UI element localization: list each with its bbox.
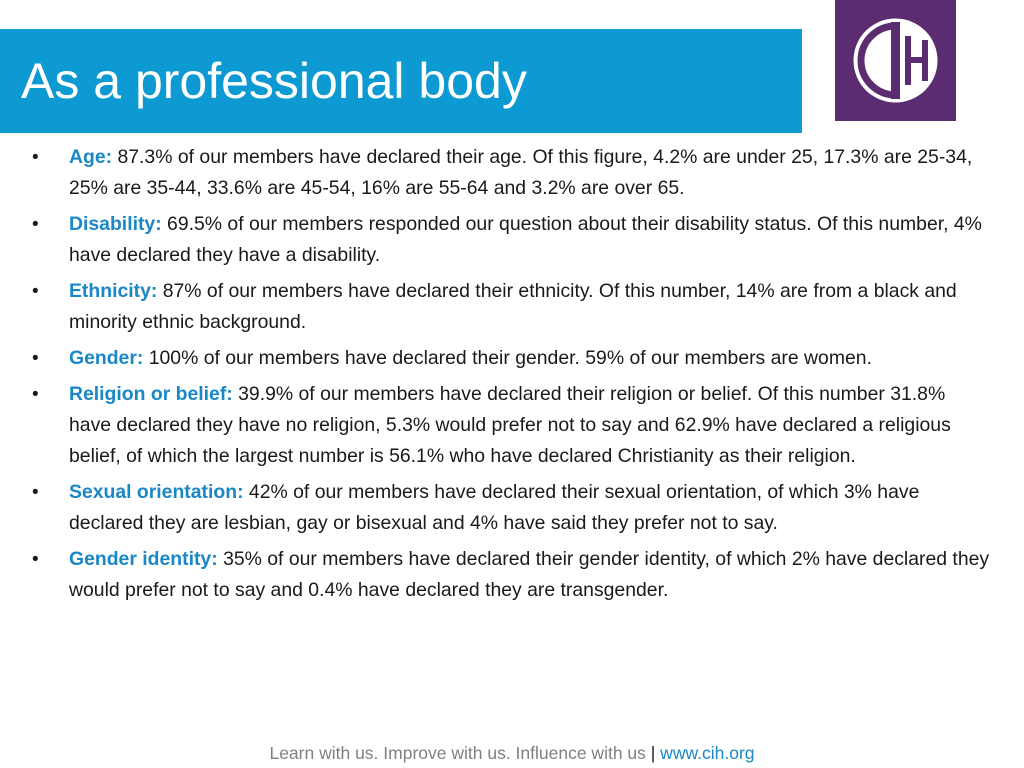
item-label: Gender identity:: [69, 548, 218, 570]
list-item-gender-identity: • Gender identity: 35% of our members hav…: [32, 544, 992, 606]
item-label: Ethnicity:: [69, 280, 158, 302]
item-label: Religion or belief:: [69, 383, 233, 405]
list-item-sexual-orientation: • Sexual orientation: 42% of our members …: [32, 477, 992, 539]
page-title: As a professional body: [21, 53, 527, 109]
list-item-ethnicity: • Ethnicity: 87% of our members have decl…: [32, 276, 992, 338]
list-item-disability: • Disability: 69.5% of our members respon…: [32, 209, 992, 271]
bullet-icon: •: [32, 549, 39, 570]
bullet-list: • Age: 87.3% of our members have declared…: [32, 142, 992, 606]
item-label: Sexual orientation:: [69, 481, 244, 503]
footer: Learn with us. Improve with us. Influenc…: [0, 740, 1024, 766]
bullet-icon: •: [32, 147, 39, 168]
item-label: Gender:: [69, 347, 144, 369]
item-text: 35% of our members have declared their g…: [69, 548, 990, 601]
item-text: 69.5% of our members responded our quest…: [69, 213, 982, 266]
title-bar: [0, 29, 802, 133]
bullet-icon: •: [32, 281, 39, 302]
bullet-icon: •: [32, 348, 39, 369]
content-area: • Age: 87.3% of our members have declared…: [32, 142, 992, 611]
item-text: 87% of our members have declared their e…: [69, 280, 957, 333]
cih-logo-mark: [853, 18, 938, 103]
item-text: 87.3% of our members have declared their…: [69, 146, 973, 199]
item-text: 100% of our members have declared their …: [143, 347, 872, 369]
item-label: Age:: [69, 146, 113, 168]
footer-separator: |: [650, 743, 656, 763]
bullet-icon: •: [32, 384, 39, 405]
logo-divider: [891, 22, 900, 99]
list-item-age: • Age: 87.3% of our members have declared…: [32, 142, 992, 204]
cih-logo: [835, 0, 956, 121]
logo-c-arc: [857, 22, 896, 99]
footer-tagline: Learn with us. Improve with us. Influenc…: [269, 743, 651, 763]
bullet-icon: •: [32, 482, 39, 503]
item-label: Disability:: [69, 213, 162, 235]
item-text: 42% of our members have declared their s…: [69, 481, 920, 534]
item-text: 39.9% of our members have declared their…: [69, 383, 951, 467]
list-item-religion: • Religion or belief: 39.9% of our member…: [32, 379, 992, 472]
bullet-icon: •: [32, 214, 39, 235]
footer-link[interactable]: www.cih.org: [655, 743, 755, 763]
logo-h-bar: [905, 57, 928, 63]
list-item-gender: • Gender: 100% of our members have declar…: [32, 343, 992, 374]
